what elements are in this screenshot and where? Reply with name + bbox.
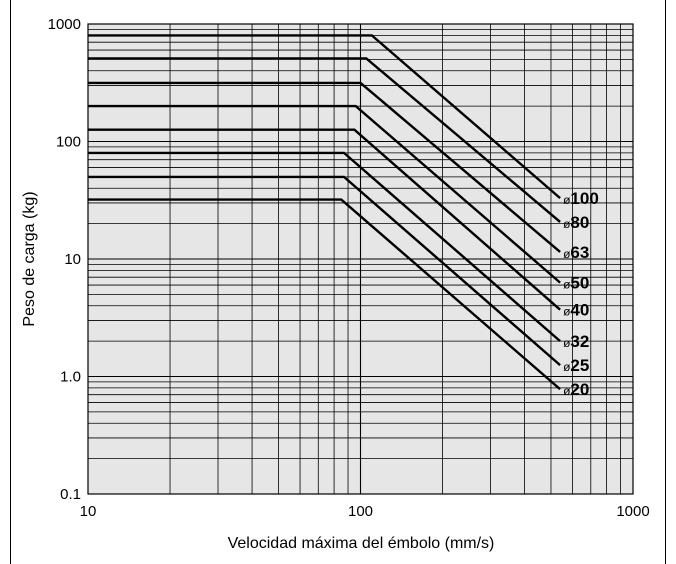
series-label-50: ø50 (563, 274, 589, 293)
series-line-100 (88, 34, 561, 200)
y-axis-label: Peso de carga (kg) (21, 191, 38, 326)
series-line-80 (88, 57, 561, 223)
series-line-40 (88, 128, 561, 311)
series-labels: ø100 ø80 ø63 ø50 ø40 ø32 ø25 ø20 (563, 189, 599, 399)
y-tick-label: 0.1 (60, 486, 81, 503)
x-tick-label: 10 (80, 503, 97, 520)
y-tick-labels: 0.1 1.0 10 100 1000 (48, 16, 81, 503)
series-label-20: ø20 (563, 380, 589, 399)
y-tick-label: 10 (64, 251, 81, 268)
series-label-80: ø80 (563, 213, 589, 232)
series-label-32: ø32 (563, 332, 589, 351)
y-tick-label: 100 (56, 134, 81, 151)
series-label-25: ø25 (563, 356, 589, 375)
x-tick-label: 100 (348, 503, 373, 520)
x-tick-labels: 10 100 1000 (80, 503, 650, 520)
y-tick-label: 1.0 (60, 369, 81, 386)
series-label-63: ø63 (563, 243, 589, 262)
y-tick-label: 1000 (48, 16, 81, 33)
series-label-100: ø100 (563, 189, 599, 208)
series-line-50 (88, 104, 561, 284)
x-tick-label: 1000 (616, 503, 649, 520)
series-lines (88, 34, 561, 391)
plot-border (87, 23, 634, 495)
series-line-20 (88, 198, 561, 391)
series-line-32 (88, 151, 561, 343)
series-line-25 (88, 175, 561, 367)
series-label-40: ø40 (563, 301, 589, 320)
series-line-63 (88, 81, 561, 253)
x-axis-label: Velocidad máxima del émbolo (mm/s) (228, 535, 495, 552)
grid (88, 24, 633, 494)
